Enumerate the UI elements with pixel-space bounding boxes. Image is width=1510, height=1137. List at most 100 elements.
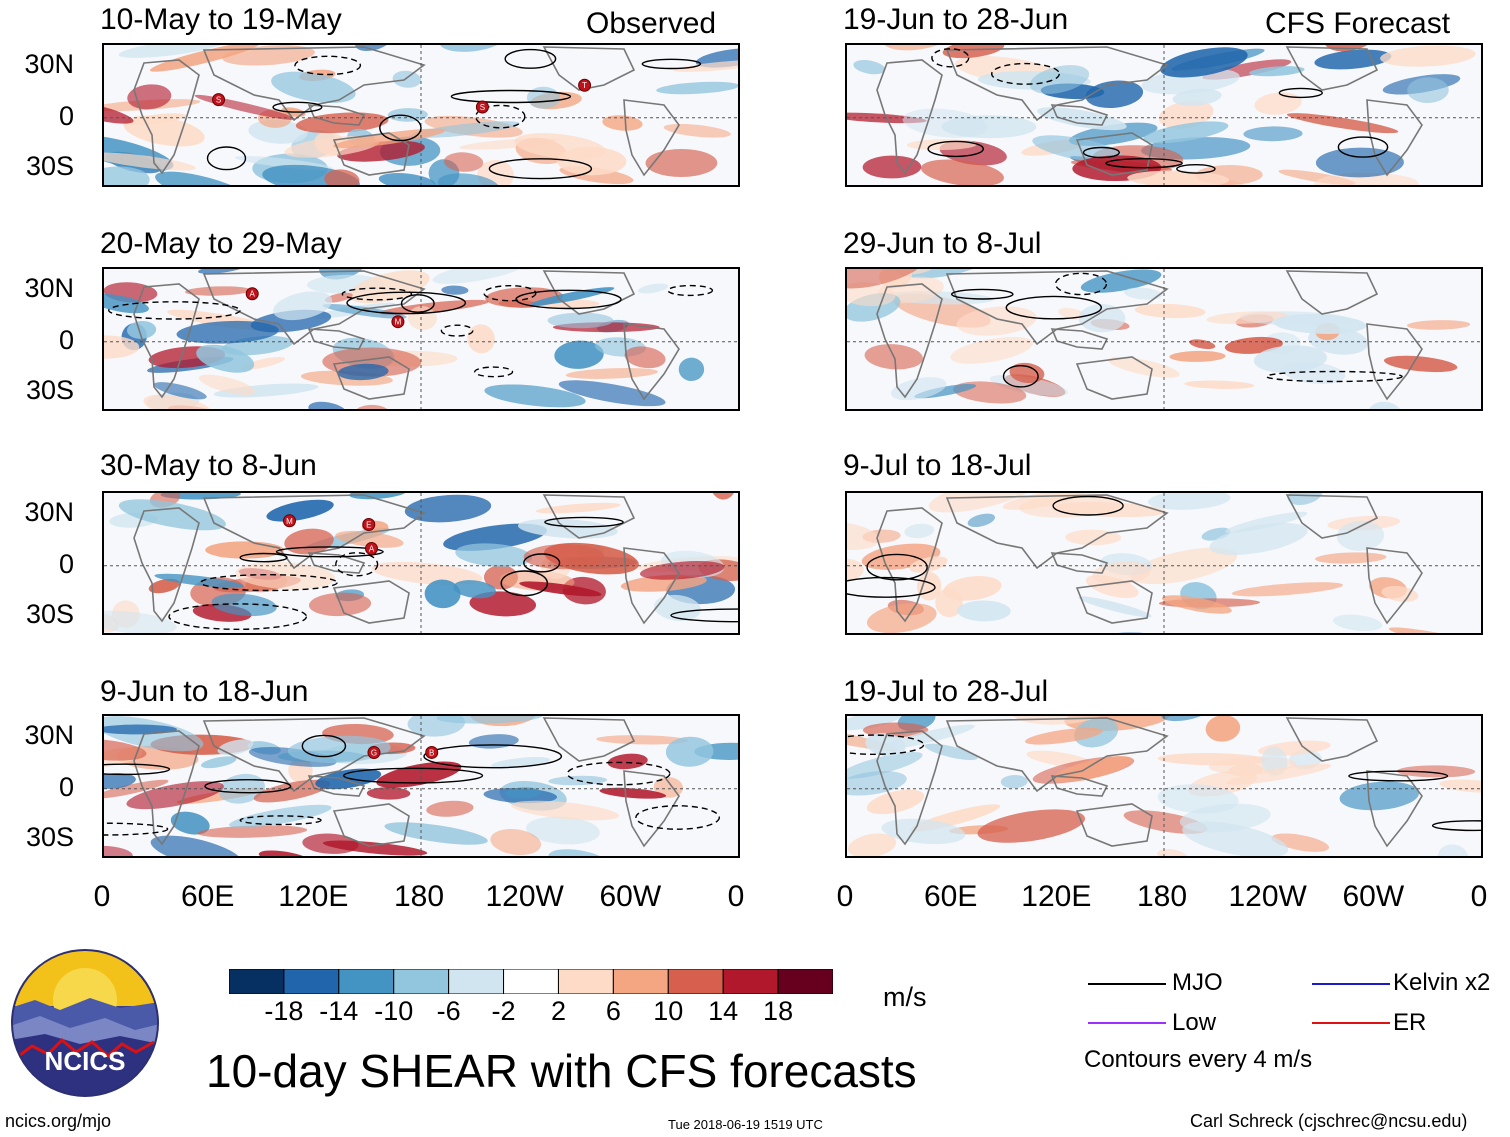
shear-anomaly-patch [104, 335, 140, 359]
shear-anomaly-patch [266, 499, 334, 522]
mjo-contour [343, 767, 484, 784]
mjo-contour [301, 734, 347, 758]
colorbar [228, 968, 834, 995]
shear-anomaly-patch [1339, 781, 1419, 811]
coastline [307, 775, 366, 797]
forecast-panel-title-3: 9-Jul to 18-Jul [843, 449, 1032, 482]
mjo-contour [423, 744, 563, 769]
shear-anomaly-patch [1253, 345, 1327, 373]
shear-anomaly-patch [1189, 339, 1216, 350]
mjo-contour [104, 763, 171, 776]
storm-letter: B [429, 748, 434, 757]
shear-anomaly-patch [544, 182, 591, 185]
shear-anomaly-patch [295, 112, 389, 134]
shear-anomaly-patch [467, 324, 495, 354]
shear-anomaly-patch [1085, 80, 1144, 109]
tropical-cyclone-marker: M [282, 514, 296, 528]
shear-anomaly-patch [656, 81, 738, 95]
shear-anomaly-patch [665, 736, 714, 767]
shear-anomaly-patch [881, 818, 966, 845]
mjo-contour [1002, 365, 1039, 388]
shear-anomaly-patch [1029, 65, 1090, 94]
mjo-contour [1278, 87, 1323, 99]
coastline [542, 46, 636, 91]
shear-anomaly-patch [1110, 632, 1166, 633]
shear-anomaly-patch [977, 809, 1086, 843]
coastline [1366, 323, 1423, 401]
shear-anomaly-patch [654, 594, 701, 622]
shear-anomaly-patch [170, 811, 210, 835]
shear-anomaly-patch [1314, 172, 1419, 185]
shear-anomaly-patch [441, 285, 469, 295]
observed-panel-title-4: 9-Jun to 18-Jun [100, 675, 309, 708]
shear-anomaly-patch [920, 159, 1004, 185]
shear-anomaly-patch [248, 119, 308, 144]
footer-author: Carl Schreck (cjschrec@ncsu.edu) [1190, 1111, 1468, 1131]
shear-anomaly-patch [371, 561, 483, 586]
shear-anomaly-patch [1108, 357, 1180, 378]
observed-label: Observed [586, 7, 717, 40]
storm-letter: E [366, 520, 371, 529]
shear-anomaly-patch [1273, 314, 1367, 334]
coastline [332, 132, 410, 176]
shear-anomaly-patch [196, 344, 255, 373]
shear-anomaly-patch [1147, 493, 1231, 510]
colorbar-swatch [283, 968, 340, 995]
shear-anomaly-patch [104, 738, 147, 761]
shear-anomaly-patch [1157, 849, 1189, 856]
mjo-contour [294, 55, 362, 76]
shear-anomaly-patch [198, 269, 248, 274]
shear-anomaly-patch [847, 269, 926, 289]
shear-anomaly-patch [426, 800, 474, 817]
tropical-cyclone-marker: G [367, 746, 381, 760]
colorbar-swatch [667, 968, 724, 995]
tropical-cyclone-marker: M [391, 315, 405, 329]
shear-anomaly-patch [924, 743, 978, 761]
shear-anomaly-patch [639, 560, 725, 580]
shear-anomaly-patch [484, 384, 586, 408]
mjo-contour [440, 324, 474, 337]
shear-anomaly-patch [200, 756, 237, 769]
shear-anomaly-patch [1032, 135, 1124, 163]
shear-anomaly-patch [1124, 287, 1163, 300]
colorbar-swatch [448, 968, 505, 995]
coastline [1285, 46, 1379, 91]
shear-anomaly-patch [1169, 350, 1226, 362]
coastline [133, 283, 200, 399]
forecast-shear-map-3 [845, 491, 1483, 635]
shear-anomaly-patch [1439, 779, 1481, 793]
observed-panel-title-3: 30-May to 8-Jun [100, 449, 317, 482]
shear-anomaly-patch [392, 70, 422, 88]
coastline [133, 59, 200, 175]
shear-anomaly-patch [1314, 49, 1392, 70]
shear-anomaly-patch [322, 840, 428, 856]
mjo-contour [488, 158, 593, 180]
mjo-contour [951, 288, 1014, 300]
tropical-cyclone-marker: S [212, 93, 226, 107]
colorbar-tick-label: -6 [436, 996, 461, 1026]
shear-anomaly-patch [104, 724, 178, 735]
shear-anomaly-patch [554, 340, 604, 369]
forecast-panel-title-4: 19-Jul to 28-Jul [843, 675, 1049, 708]
shear-anomaly-patch [607, 753, 648, 770]
shear-anomaly-patch [384, 822, 488, 845]
shear-anomaly-patch [514, 133, 607, 160]
shear-anomaly-patch [535, 502, 621, 514]
colorbar-tick-label: 18 [763, 996, 794, 1026]
shear-anomaly-patch [1134, 303, 1206, 319]
mjo-contour [847, 576, 936, 598]
coastline [876, 730, 943, 846]
shear-anomaly-patch [1092, 561, 1151, 585]
shear-anomaly-patch [1381, 585, 1419, 602]
mjo-contour [1176, 164, 1216, 174]
coastline [623, 770, 680, 848]
shear-anomaly-patch [455, 543, 533, 567]
shear-anomaly-patch [523, 544, 605, 570]
storm-letter: G [371, 749, 377, 758]
observed-panel-title-2: 20-May to 29-May [100, 227, 342, 260]
coastline [307, 328, 366, 350]
mjo-contour [1052, 495, 1124, 516]
ncics-logo: NCICS [10, 948, 160, 1098]
coastline [1285, 717, 1379, 762]
colorbar-swatch [228, 968, 285, 995]
